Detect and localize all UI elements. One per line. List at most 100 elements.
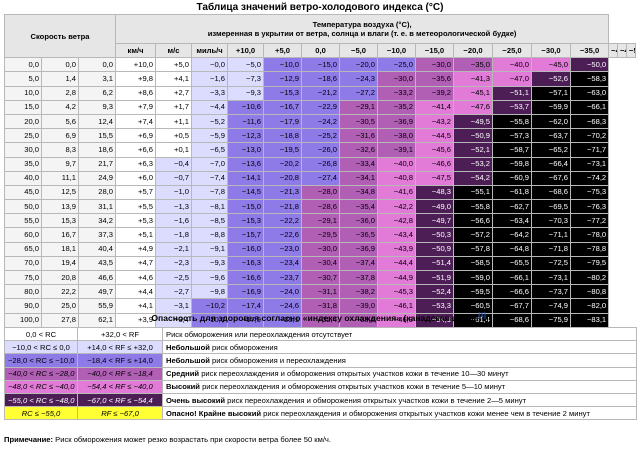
wind-chill-cell: −7,3 [227, 71, 265, 87]
legend-body: 0,0 < RC +32,0 < RF Риск обморожения или п… [4, 326, 637, 421]
rc-range: RC ≤ −55,0 [4, 406, 78, 421]
wind-chill-cell: −21,8 [263, 199, 303, 215]
wind-chill-cell: −73,1 [531, 269, 572, 286]
wind-chill-cell: −9,6 [191, 269, 229, 286]
wind-chill-cell: −42,2 [377, 199, 417, 215]
wind-chill-cell: −30,0 [377, 71, 417, 87]
wind-chill-cell: −49,5 [453, 113, 494, 130]
wind-chill-cell: −25,0 [377, 57, 417, 73]
wind-chill-cell: −5,2 [191, 113, 229, 130]
wind-chill-cell: −9,3 [191, 255, 229, 272]
risk-description: Высокий риск переохлаждения и обморожени… [162, 379, 637, 394]
wind-chill-cell: −52,1 [453, 142, 494, 158]
wind-chill-cell: −9,8 [191, 284, 229, 300]
wind-chill-cell: −43,9 [377, 241, 417, 257]
wind-chill-cell: −59,5 [453, 284, 494, 300]
legend-row: −10,0 < RC ≤ 0,0 +14,0 < RF ≤ +32,0 Неболь… [4, 340, 637, 355]
wind-speed-cell: 62,1 [77, 312, 117, 328]
wind-chill-cell: −37,8 [339, 269, 379, 286]
wind-chill-cell: −80,8 [570, 284, 610, 300]
wind-chill-cell: −26,8 [301, 156, 341, 172]
wind-chill-cell: −1,8 [155, 227, 193, 243]
wind-chill-cell: −40,0 [377, 156, 417, 172]
table-row: 75,0 20,8 46,6 +4,6 −2,5 −9,6 −16,6 −23,7 −30,7−… [4, 269, 636, 286]
rf-range: −54,4 < RF ≤ −40,0 [77, 379, 163, 394]
wind-chill-cell: +5,1 [115, 227, 157, 243]
wind-chill-cell: −0,4 [155, 156, 193, 172]
wind-chill-cell: −16,9 [227, 284, 265, 300]
wind-chill-cell: −41,6 [377, 184, 417, 201]
rf-range: −67,0 < RF ≤ −54,4 [77, 392, 163, 408]
note-text: Риск обморожения может резко возрастать … [53, 435, 331, 444]
wind-chill-cell: −37,4 [339, 255, 379, 272]
wind-chill-cell: −9,3 [227, 85, 265, 101]
wind-chill-cell: −35,6 [415, 71, 455, 87]
wind-speed-cell: 13,9 [41, 199, 79, 215]
wind-chill-cell: −48,3 [415, 184, 455, 201]
wind-speed-cell: 45,0 [4, 184, 42, 201]
wind-chill-cell: −24,6 [263, 298, 303, 314]
rf-range: −18,4 < RF ≤ +14,0 [77, 353, 163, 368]
wind-chill-cell: −79,5 [570, 255, 610, 272]
wind-chill-cell: −73,1 [570, 156, 610, 172]
table-row: 65,0 18,1 40,4 +4,9 −2,1 −9,1 −16,0 −23,0 −30,0−… [4, 241, 636, 257]
wind-speed-cell: 11,1 [41, 170, 79, 186]
citation-link[interactable]: [1] [478, 313, 486, 320]
risk-level: Высокий [166, 382, 200, 392]
wind-chill-cell: −52,6 [531, 71, 572, 87]
risk-text: риск переохлаждения и обморожения открыт… [261, 408, 590, 418]
wind-chill-cell: −63,0 [570, 85, 610, 101]
temperature-header: Температура воздуха (°C), измеренная в у… [115, 14, 610, 44]
wind-chill-cell: −15,3 [263, 85, 303, 101]
wind-chill-cell: −66,1 [570, 99, 610, 115]
wind-chill-cell: −76,3 [570, 199, 610, 215]
wind-chill-cell: −71,8 [531, 241, 572, 257]
wind-chill-cell: −45,1 [453, 85, 494, 101]
wind-chill-cell: −22,9 [301, 99, 341, 115]
wind-chill-cell: +6,3 [115, 156, 157, 172]
wind-chill-cell: −70,2 [570, 128, 610, 144]
wind-speed-cell: 16,7 [41, 227, 79, 243]
wind-chill-cell: −59,9 [531, 99, 572, 115]
wind-chill-cell: +7,4 [115, 113, 157, 130]
wind-chill-cell: −78,0 [570, 227, 610, 243]
wind-chill-cell: +2,7 [155, 85, 193, 101]
wind-chill-cell: −21,2 [301, 85, 341, 101]
wind-chill-cell: −35,2 [377, 99, 417, 115]
wind-chill-cell: −49,7 [415, 213, 455, 229]
temp-column-header: −40,0 [608, 42, 619, 59]
wind-chill-cell: −1,0 [155, 184, 193, 201]
table-row: 45,0 12,5 28,0 +5,7 −1,0 −7,8 −14,5 −21,3 −28,0−… [4, 184, 636, 201]
wind-speed-cell: 15,5 [77, 128, 117, 144]
wind-chill-cell: −11,6 [227, 113, 265, 130]
wind-chill-cell: −21,3 [263, 184, 303, 201]
legend-row: −28,0 < RC ≤ −10,0 −18,4 < RF ≤ +14,0 Небо… [4, 353, 637, 368]
wind-speed-cell: 6,2 [77, 85, 117, 101]
wind-chill-cell: −50,3 [415, 227, 455, 243]
wind-chill-cell: −57,1 [531, 85, 572, 101]
wind-chill-cell: −20,2 [263, 156, 303, 172]
wind-chill-cell: −30,0 [301, 241, 341, 257]
temp-column-header: −30,0 [531, 42, 572, 59]
wind-speed-cell: 60,0 [4, 227, 42, 243]
wind-chill-cell: +4,4 [115, 284, 157, 300]
table-row: 90,0 25,0 55,9 +4,1 −3,1 −10,2 −17,4 −24,6 −31,8… [4, 298, 636, 314]
wind-chill-cell: −12,3 [227, 128, 265, 144]
wind-speed-cell: 10,0 [4, 85, 42, 101]
wind-chill-cell: +0,5 [155, 128, 193, 144]
rc-range: −10,0 < RC ≤ 0,0 [4, 340, 78, 355]
wind-speed-cell: 12,5 [41, 184, 79, 201]
wind-chill-cell: −72,5 [531, 255, 572, 272]
wind-chill-table: Скорость ветра Температура воздуха (°C),… [3, 13, 636, 328]
wind-chill-cell: −53,3 [415, 298, 455, 314]
rc-range: 0,0 < RC [4, 326, 78, 342]
wind-chill-cell: −2,3 [155, 255, 193, 272]
wind-chill-cell: −22,2 [263, 213, 303, 229]
wind-chill-cell: −13,6 [227, 156, 265, 172]
wind-chill-cell: −50,9 [453, 128, 494, 144]
temp-column-header: −15,0 [415, 42, 455, 59]
wind-chill-cell: −15,3 [227, 213, 265, 229]
wind-speed-cell: 0,0 [41, 57, 79, 73]
wind-chill-cell: −36,0 [339, 213, 379, 229]
table-row: 30,0 8,3 18,6 +6,6 +0,1 −6,5 −13,0 −19,5 −26,0 −3… [4, 142, 636, 158]
